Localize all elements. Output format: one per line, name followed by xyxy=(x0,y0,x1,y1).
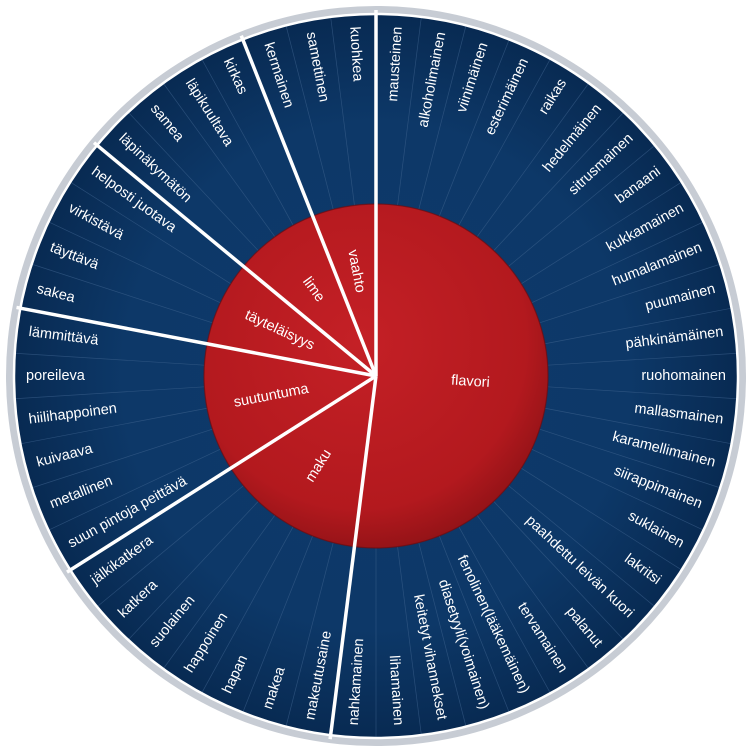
term-divider xyxy=(521,181,682,285)
term-divider xyxy=(201,58,294,226)
term-divider xyxy=(493,111,625,251)
term-divider xyxy=(539,263,721,324)
term-divider xyxy=(521,467,682,571)
term-divider xyxy=(438,535,510,713)
term-divider xyxy=(476,514,590,670)
term-divider xyxy=(397,16,422,206)
term-divider xyxy=(458,58,551,226)
term-divider xyxy=(547,352,738,366)
term-divider xyxy=(127,501,259,641)
term-poreileva: poreileva xyxy=(26,368,86,384)
term-divider xyxy=(70,181,231,285)
term-divider xyxy=(162,82,276,238)
category-separator xyxy=(66,374,377,574)
term-divider xyxy=(531,448,704,531)
term-mausteinen: mausteinen xyxy=(385,26,406,102)
term-divider xyxy=(201,526,294,694)
term-divider xyxy=(438,39,510,217)
term-divider xyxy=(31,428,213,489)
term-kuohkea: kuohkea xyxy=(346,26,365,83)
term-divider xyxy=(397,546,422,736)
term-divider xyxy=(96,485,244,608)
term-divider xyxy=(476,82,590,238)
term-divider xyxy=(127,111,259,251)
category-separator xyxy=(92,141,378,378)
term-divider xyxy=(285,25,334,210)
term-divider xyxy=(547,386,738,400)
term-divider xyxy=(242,535,314,713)
term-divider xyxy=(14,352,205,366)
term-divider xyxy=(20,407,208,445)
category-separator xyxy=(239,35,378,377)
category-flavori: flavori xyxy=(451,373,491,391)
category-separator xyxy=(328,375,378,740)
term-divider xyxy=(285,542,334,727)
category-separator xyxy=(16,305,377,378)
term-divider xyxy=(418,25,467,210)
category-separators xyxy=(16,10,378,740)
term-divider xyxy=(162,514,276,670)
term-divider xyxy=(418,542,467,727)
term-divider xyxy=(508,485,656,608)
term-lihamainen: lihamainen xyxy=(386,655,406,726)
term-divider xyxy=(48,448,221,531)
term-divider xyxy=(458,526,551,694)
term-divider xyxy=(330,16,355,206)
term-divider xyxy=(508,144,656,267)
term-divider xyxy=(14,386,205,400)
term-nahkamainen: nahkamainen xyxy=(346,638,367,726)
term-ruohomainen: ruohomainen xyxy=(641,368,726,384)
term-divider xyxy=(531,221,704,304)
term-divider xyxy=(48,221,221,304)
term-divider xyxy=(544,307,732,345)
term-divider xyxy=(493,501,625,641)
term-divider xyxy=(31,263,213,324)
term-divider xyxy=(544,407,732,445)
term-divider xyxy=(539,428,721,489)
